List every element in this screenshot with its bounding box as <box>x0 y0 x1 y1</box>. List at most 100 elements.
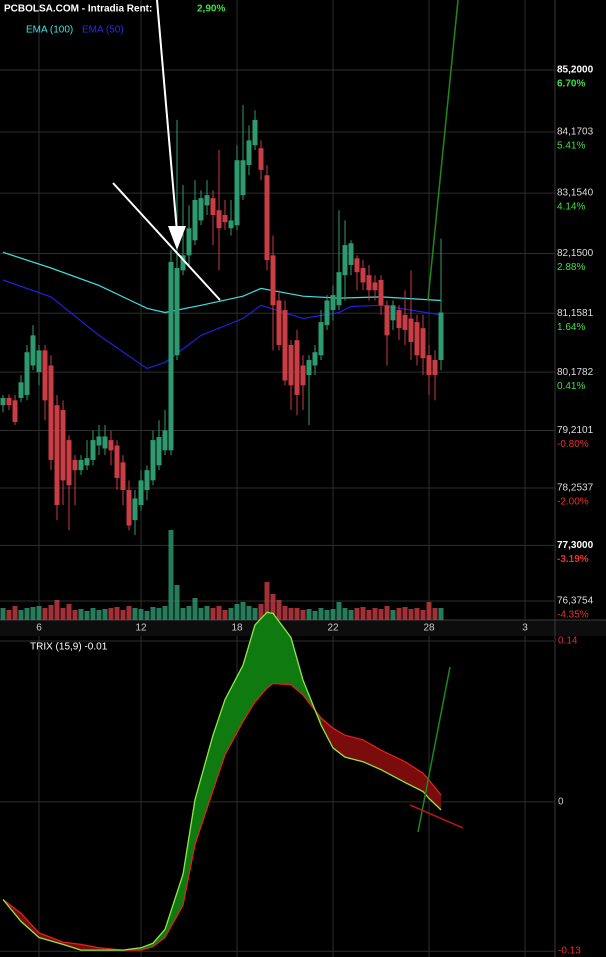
volume-bar <box>90 608 96 620</box>
ema-line <box>2 279 442 370</box>
y-tick-label: 85,2000 <box>557 65 594 76</box>
volume-bar <box>216 606 222 620</box>
trix-fill <box>195 735 213 845</box>
candle-body <box>120 462 126 491</box>
candle-body <box>306 360 312 376</box>
trix-fill <box>21 913 39 938</box>
candle-body <box>204 195 210 206</box>
volume-bar <box>186 606 192 620</box>
volume-bar <box>348 610 354 620</box>
x-tick-label: 3 <box>522 623 528 634</box>
trix-fill <box>267 612 273 689</box>
trix-fill <box>213 699 225 791</box>
y2-tick-label: -4.35% <box>557 610 589 621</box>
candle-body <box>354 258 360 273</box>
volume-bar <box>354 608 360 620</box>
candle-body <box>0 397 6 406</box>
candle-body <box>294 340 300 395</box>
volume-bar <box>258 604 264 620</box>
candle-body <box>330 295 336 311</box>
candle-body <box>360 267 366 283</box>
annotations <box>112 0 464 833</box>
trix-fill <box>273 613 291 685</box>
volume-bar <box>72 610 78 620</box>
volume-bar <box>210 608 216 620</box>
candle-body <box>18 382 24 398</box>
candle-body <box>78 459 84 471</box>
candle-body <box>366 275 372 291</box>
trix-fill <box>243 624 255 722</box>
volume-bar <box>174 585 180 620</box>
candle-body <box>132 498 138 521</box>
candle-body <box>372 282 378 291</box>
y2-tick-label: -0.80% <box>557 439 589 450</box>
candle-body <box>432 360 438 376</box>
volume-bar <box>42 608 48 620</box>
y2-tick-label: -3.19% <box>557 554 589 565</box>
volume-bar <box>126 606 132 620</box>
chart-title: PCBOLSA.COM - Intradia Rent: <box>4 4 152 15</box>
volume-bar <box>30 607 36 620</box>
y-tick-label: -0.13 <box>558 946 581 957</box>
trix-fill <box>381 750 405 783</box>
candle-body <box>408 318 414 342</box>
candle-body <box>6 397 12 406</box>
candle-body <box>318 322 324 356</box>
volume-bar <box>264 582 270 620</box>
volume-bar <box>378 609 384 620</box>
volume-bar <box>102 609 108 620</box>
candle-body <box>150 440 156 481</box>
y-tick-label: 82,1500 <box>557 248 594 259</box>
candle-body <box>396 310 402 329</box>
volume-bar <box>294 608 300 620</box>
candle-body <box>138 480 144 506</box>
trend-line <box>112 182 221 301</box>
candle-body <box>312 352 318 366</box>
x-tick-label: 18 <box>231 623 243 634</box>
y2-tick-label: -2.00% <box>557 497 589 508</box>
y-tick-label: 83,1540 <box>557 188 594 199</box>
volume-bar <box>342 608 348 620</box>
volume-bar <box>66 604 72 620</box>
volume-bar <box>48 605 54 620</box>
volume-bar <box>414 608 420 620</box>
trix-fill <box>429 780 441 810</box>
candle-body <box>258 148 264 170</box>
volume-bar <box>420 610 426 620</box>
candle-body <box>336 272 342 306</box>
volume-bar <box>432 608 438 620</box>
candle-body <box>102 436 108 449</box>
candle-body <box>426 355 432 376</box>
volume-bar <box>114 607 120 620</box>
volume-bar <box>276 600 282 620</box>
volume-bar <box>330 609 336 620</box>
volume-bar <box>282 606 288 620</box>
candle-body <box>66 440 72 486</box>
y-tick-label: 84,1703 <box>557 127 594 138</box>
candle-body <box>30 335 36 366</box>
candle-body <box>24 352 30 395</box>
volume-bar <box>60 608 66 620</box>
trend-line <box>409 804 464 829</box>
volume-bar <box>402 607 408 620</box>
y2-tick-label: 1.64% <box>557 322 585 333</box>
volume-bar <box>84 611 90 620</box>
trix-fill <box>291 637 303 696</box>
volume-bar <box>222 610 228 620</box>
candle-body <box>402 314 408 330</box>
candle-body <box>384 305 390 336</box>
candle-body <box>90 440 96 460</box>
candle-body <box>174 267 180 356</box>
candle-body <box>390 305 396 321</box>
volume-bar <box>234 604 240 620</box>
trix-fill <box>255 612 267 702</box>
candle-body <box>210 198 216 216</box>
legend-entry: EMA (50) <box>82 25 124 36</box>
y-tick-label: 76,3754 <box>557 596 594 607</box>
candle-body <box>270 255 276 306</box>
volume-bar <box>366 610 372 620</box>
candle-body <box>60 409 66 481</box>
